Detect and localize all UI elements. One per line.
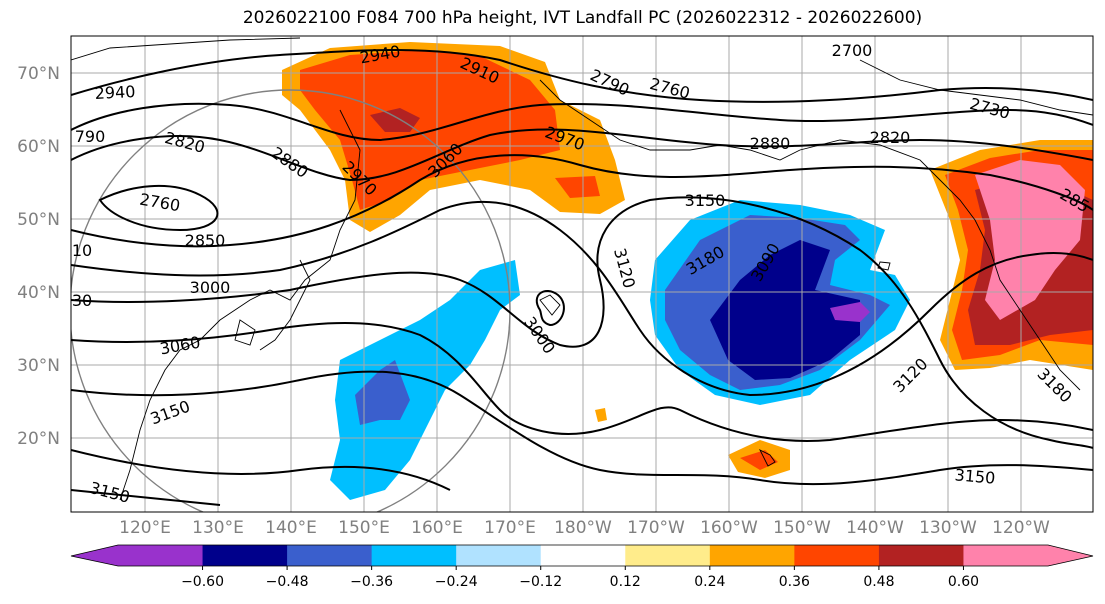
lon-label: 150°W xyxy=(773,518,831,538)
colorbar-cell xyxy=(118,545,204,566)
colorbar-cell xyxy=(371,545,457,566)
lat-label: 60°N xyxy=(17,137,60,157)
colorbar-tick-label: −0.48 xyxy=(266,574,309,590)
colorbar-cell xyxy=(287,545,373,566)
contour-label: 2850 xyxy=(185,231,226,250)
map-frame xyxy=(70,35,1094,513)
shade-cp-navy xyxy=(710,240,860,380)
lat-label: 30°N xyxy=(17,356,60,376)
lon-label: 140°W xyxy=(846,518,904,538)
ivt-shading xyxy=(282,42,1093,500)
contour-label: 3000 xyxy=(190,278,231,297)
colorbar-tick-label: 0.12 xyxy=(610,574,641,590)
lat-label: 40°N xyxy=(17,283,60,303)
colorbar-tick-label: −0.24 xyxy=(435,574,478,590)
colorbar-tick-label: −0.60 xyxy=(181,574,224,590)
shade-wp-medblue xyxy=(355,360,410,425)
lat-label: 70°N xyxy=(17,64,60,84)
contour-label: 790 xyxy=(75,127,106,146)
colorbar-cell xyxy=(540,545,626,566)
contour-label: 2940 xyxy=(94,82,136,103)
colorbar-cell xyxy=(794,545,880,566)
shade-ne-small xyxy=(555,176,600,198)
lon-label: 160°E xyxy=(411,518,463,538)
lon-label: 180°W xyxy=(554,518,612,538)
range-circle xyxy=(71,89,511,512)
contour-label: 2880 xyxy=(750,134,791,153)
lon-label: 120°W xyxy=(992,518,1050,538)
colorbar-cell xyxy=(709,545,795,566)
height-contours xyxy=(71,49,1093,506)
colorbar-cell xyxy=(963,545,1049,566)
shade-hi-red xyxy=(740,450,778,470)
colorbar: −0.60 −0.48 −0.36 −0.24 −0.12 0.12 0.24 0.36 0.4… xyxy=(70,544,1094,590)
lon-label: 140°E xyxy=(265,518,317,538)
contour-label: 30 xyxy=(72,291,92,310)
colorbar-extend-right xyxy=(1048,545,1093,566)
contour-label: 10 xyxy=(72,241,92,260)
shade-ne-pink xyxy=(975,160,1085,320)
lat-label: 50°N xyxy=(17,210,60,230)
lon-label: 170°W xyxy=(627,518,685,538)
lon-label: 130°E xyxy=(192,518,244,538)
colorbar-cell xyxy=(202,545,288,566)
colorbar-cell xyxy=(625,545,711,566)
colorbar-cell xyxy=(456,545,542,566)
longitude-labels: 120°E 130°E 140°E 150°E 160°E 170°E 180°… xyxy=(119,518,1050,538)
shade-small-orange xyxy=(595,408,607,422)
lon-label: 120°E xyxy=(119,518,171,538)
shade-nw-red xyxy=(300,50,560,210)
colorbar-tick-label: −0.12 xyxy=(519,574,562,590)
lon-label: 170°E xyxy=(484,518,536,538)
map-title: 2026022100 F084 700 hPa height, IVT Land… xyxy=(242,8,923,28)
lon-label: 160°W xyxy=(700,518,758,538)
colorbar-tick-label: −0.36 xyxy=(350,574,393,590)
shade-nw-dark xyxy=(370,108,420,132)
contour-label: 3150 xyxy=(685,191,726,210)
lon-label: 150°E xyxy=(338,518,390,538)
colorbar-tick-label: 0.60 xyxy=(948,574,979,590)
contour-label: 2820 xyxy=(870,128,911,147)
lon-label: 130°W xyxy=(919,518,977,538)
colorbar-cell xyxy=(878,545,964,566)
colorbar-tick-label: 0.24 xyxy=(694,574,725,590)
contour-label: 3150 xyxy=(954,465,996,487)
lat-label: 20°N xyxy=(17,429,60,449)
colorbar-tick-label: 0.36 xyxy=(779,574,810,590)
contour-label: 2700 xyxy=(832,41,873,60)
colorbar-tick-label: 0.48 xyxy=(863,574,894,590)
colorbar-extend-left xyxy=(71,545,118,566)
latitude-labels: 70°N 60°N 50°N 40°N 30°N 20°N xyxy=(17,64,60,449)
shade-cp-purple xyxy=(830,302,870,322)
